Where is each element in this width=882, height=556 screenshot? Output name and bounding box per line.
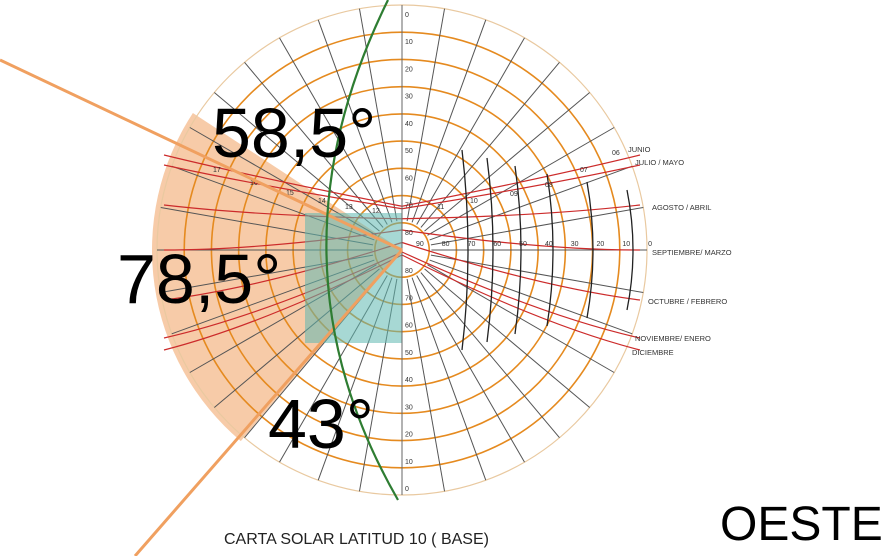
- azimuth-line: [411, 19, 487, 223]
- azimuth-line: [317, 19, 393, 223]
- altitude-tick: 50: [405, 148, 413, 155]
- altitude-tick: 80: [405, 230, 413, 237]
- hour-label: 13: [345, 204, 353, 211]
- azimuth-line: [213, 92, 380, 232]
- azimuth-tick: 20: [597, 241, 605, 248]
- month-label: SEPTIEMBRE/ MARZO: [652, 248, 732, 257]
- hour-labels-left: 17 16 15 14 13 12: [213, 167, 380, 215]
- hour-lines: [461, 149, 634, 351]
- altitude-tick: 70: [405, 203, 413, 210]
- month-label: JUNIO: [628, 145, 651, 154]
- azimuth-tick: 10: [622, 241, 630, 248]
- hour-label: 09: [510, 191, 518, 198]
- altitude-tick: 0: [405, 12, 409, 19]
- azimuth-lines: [157, 8, 647, 492]
- day-path: [401, 204, 641, 220]
- day-path: [401, 251, 641, 339]
- hour-labels-right: 06 07 08 09 10 11: [437, 150, 620, 211]
- hour-line: [546, 173, 554, 327]
- hour-label: 12: [372, 208, 380, 215]
- hour-label: 08: [545, 182, 553, 189]
- chart-title: CARTA SOLAR LATITUD 10 ( BASE): [224, 531, 489, 548]
- azimuth-line: [279, 37, 388, 225]
- azimuth-line: [358, 8, 398, 222]
- angle-label-bottom: 43°: [268, 385, 374, 463]
- hour-line: [586, 181, 594, 319]
- azimuth-line: [424, 268, 591, 408]
- shade-sector: [152, 112, 402, 442]
- hour-label: 07: [580, 167, 588, 174]
- altitude-tick: 60: [405, 323, 413, 330]
- hour-line: [486, 157, 494, 343]
- azimuth-tick: 70: [468, 241, 476, 248]
- azimuth-line: [429, 165, 633, 241]
- hour-label: 15: [286, 190, 294, 197]
- hour-label: 16: [250, 180, 258, 187]
- limit-ray-top: [0, 58, 403, 252]
- azimuth-line: [416, 37, 525, 225]
- month-labels: JUNIO JULIO / MAYO AGOSTO / ABRIL SEPTIEMBR…: [628, 145, 732, 357]
- hour-line: [514, 165, 522, 335]
- angle-label-middle: 78,5°: [117, 240, 281, 318]
- azimuth-tick: 80: [442, 241, 450, 248]
- hour-label: 17: [213, 167, 221, 174]
- day-path: [163, 154, 403, 207]
- azimuth-tick: 60: [493, 241, 501, 248]
- day-path: [401, 154, 641, 207]
- hour-label: 06: [612, 150, 620, 157]
- altitude-tick: 30: [405, 404, 413, 411]
- azimuth-tick: 30: [571, 241, 579, 248]
- month-label: AGOSTO / ABRIL: [652, 203, 711, 212]
- altitude-tick: 0: [405, 486, 409, 493]
- azimuth-line: [411, 277, 487, 481]
- azimuth-line: [420, 61, 560, 228]
- altitude-tick: 80: [405, 268, 413, 275]
- azimuth-line: [424, 92, 591, 232]
- meridian-curve: [325, 0, 399, 501]
- azimuth-line: [416, 275, 525, 463]
- limit-ray-bottom: [133, 249, 404, 556]
- altitude-tick: 10: [405, 459, 413, 466]
- altitude-tick: 20: [405, 66, 413, 73]
- altitude-tick: 50: [405, 350, 413, 357]
- azimuth-tick: 50: [519, 241, 527, 248]
- day-path: [163, 164, 403, 210]
- month-label: OCTUBRE / FEBRERO: [648, 297, 727, 306]
- orientation-label: OESTE: [720, 498, 882, 551]
- hour-label: 14: [318, 198, 326, 205]
- azimuth-tick: 40: [545, 241, 553, 248]
- altitude-tick: 40: [405, 121, 413, 128]
- month-label: JULIO / MAYO: [635, 158, 684, 167]
- hour-label: 11: [437, 204, 444, 211]
- altitude-tick: 30: [405, 94, 413, 101]
- azimuth-tick: 90: [416, 241, 424, 248]
- hour-line: [461, 149, 469, 351]
- shade-box: [305, 213, 402, 343]
- hour-line: [626, 189, 634, 311]
- altitude-tick: 70: [405, 295, 413, 302]
- month-label: DICIEMBRE: [632, 348, 674, 357]
- day-path: [401, 254, 641, 351]
- altitude-tick: 60: [405, 175, 413, 182]
- azimuth-line: [406, 278, 446, 492]
- azimuth-line: [429, 259, 633, 335]
- altitude-tick: 20: [405, 432, 413, 439]
- altitude-ticks: 0 0 10 10 20 20 30 30 40 40 50 50 60 60 70 70 80 80: [405, 12, 413, 493]
- altitude-tick: 10: [405, 39, 413, 46]
- azimuth-line: [244, 61, 384, 228]
- hour-label: 10: [470, 198, 478, 205]
- azimuth-ticks: 90 80 70 60 50 40 30 20 10 0: [416, 241, 652, 248]
- angle-label-top: 58,5°: [212, 94, 376, 172]
- azimuth-tick: 0: [648, 241, 652, 248]
- altitude-tick: 40: [405, 377, 413, 384]
- azimuth-line: [406, 8, 446, 222]
- day-path: [401, 164, 641, 210]
- day-path: [401, 229, 641, 251]
- azimuth-line: [430, 254, 644, 294]
- day-path: [401, 241, 641, 301]
- month-label: NOVIEMBRE/ ENERO: [635, 334, 711, 343]
- azimuth-line: [420, 272, 560, 439]
